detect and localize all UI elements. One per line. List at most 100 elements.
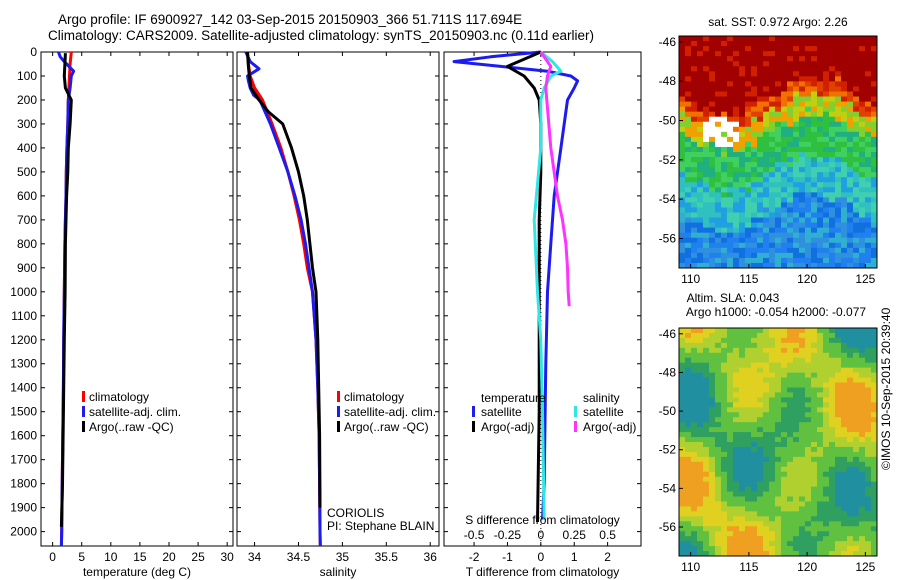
map-cell bbox=[835, 116, 842, 123]
map-cell bbox=[847, 526, 854, 532]
map-cell bbox=[709, 136, 716, 143]
map-cell bbox=[787, 466, 794, 473]
map-cell bbox=[805, 496, 812, 503]
map-cell bbox=[853, 222, 860, 229]
map-cell bbox=[793, 437, 800, 443]
map-cell bbox=[733, 106, 740, 113]
map-cell bbox=[745, 442, 752, 448]
map-cell bbox=[823, 111, 830, 118]
map-cell bbox=[769, 167, 776, 173]
map-cell bbox=[799, 76, 806, 82]
x-tick-label: 20 bbox=[162, 550, 176, 564]
map-cell bbox=[721, 476, 728, 483]
map-cell bbox=[781, 192, 788, 198]
map-cell bbox=[781, 247, 788, 254]
map-cell bbox=[727, 66, 734, 72]
map-cell bbox=[859, 157, 866, 163]
map-cell bbox=[751, 247, 758, 254]
map-cell bbox=[841, 172, 848, 178]
map-cell bbox=[751, 36, 758, 42]
map-cell bbox=[859, 61, 866, 67]
map-cell bbox=[727, 71, 734, 77]
map-cell bbox=[769, 397, 776, 403]
map-cell bbox=[793, 526, 800, 532]
map-cell bbox=[871, 362, 877, 369]
map-cell bbox=[811, 262, 818, 268]
map-cell bbox=[685, 167, 692, 173]
map-cell bbox=[733, 116, 740, 123]
map-cell bbox=[865, 332, 872, 339]
map-cell bbox=[775, 111, 782, 118]
map-cell bbox=[733, 232, 740, 239]
map-cell bbox=[805, 101, 812, 108]
map-cell bbox=[853, 526, 860, 532]
map-cell bbox=[751, 172, 758, 178]
map-cell bbox=[841, 357, 848, 364]
map-cell bbox=[703, 328, 710, 334]
map-cell bbox=[715, 91, 722, 98]
map-cell bbox=[763, 111, 770, 118]
map-cell bbox=[781, 131, 788, 138]
map-cell bbox=[709, 167, 716, 173]
map-cell bbox=[751, 41, 758, 47]
map-cell bbox=[745, 187, 752, 193]
map-cell bbox=[757, 392, 764, 398]
map-cell bbox=[805, 86, 812, 93]
map-cell bbox=[685, 96, 692, 103]
map-cell bbox=[799, 152, 806, 158]
map-cell bbox=[775, 146, 782, 153]
map-cell bbox=[853, 152, 860, 158]
map-cell bbox=[835, 172, 842, 178]
map-cell bbox=[745, 157, 752, 163]
map-cell bbox=[829, 442, 836, 448]
map-cell bbox=[715, 437, 722, 443]
map-cell bbox=[829, 222, 836, 229]
map-cell bbox=[775, 61, 782, 67]
map-cell bbox=[781, 46, 788, 52]
map-cell bbox=[817, 347, 824, 354]
map-cell bbox=[763, 81, 770, 88]
map-cell bbox=[679, 531, 686, 537]
map-cell bbox=[685, 177, 692, 183]
map-cell bbox=[727, 531, 734, 537]
map-cell bbox=[697, 192, 704, 198]
map-cell bbox=[787, 412, 794, 418]
map-cell bbox=[727, 496, 734, 503]
map-cell bbox=[763, 71, 770, 77]
map-cell bbox=[721, 177, 728, 183]
map-cell bbox=[691, 471, 698, 478]
map-cell bbox=[715, 121, 722, 128]
map-cell bbox=[733, 262, 740, 268]
map-cell bbox=[691, 437, 698, 443]
map-cell bbox=[859, 342, 866, 349]
map-cell bbox=[805, 372, 812, 379]
map-cell bbox=[709, 121, 716, 128]
map-cell bbox=[745, 516, 752, 522]
map-cell bbox=[847, 551, 854, 556]
map-cell bbox=[787, 476, 794, 483]
map-cell bbox=[805, 136, 812, 143]
map-cell bbox=[781, 167, 788, 173]
map-cell bbox=[739, 531, 746, 537]
map-cell bbox=[709, 252, 716, 259]
map-cell bbox=[787, 141, 794, 148]
map-cell bbox=[775, 202, 782, 209]
map-cell bbox=[697, 81, 704, 88]
map-cell bbox=[763, 461, 770, 468]
map-cell bbox=[679, 422, 686, 428]
map-cell bbox=[847, 337, 854, 344]
map-cell bbox=[817, 162, 824, 168]
map-cell bbox=[811, 471, 818, 478]
map-cell bbox=[685, 242, 692, 249]
map-cell bbox=[715, 172, 722, 178]
map-cell bbox=[715, 332, 722, 339]
map-cell bbox=[859, 417, 866, 423]
map-cell bbox=[733, 111, 740, 118]
map-cell bbox=[697, 172, 704, 178]
map-cell bbox=[781, 126, 788, 133]
map-cell bbox=[697, 367, 704, 374]
map-cell bbox=[721, 407, 728, 413]
map-cell bbox=[793, 442, 800, 448]
map-cell bbox=[739, 56, 746, 62]
